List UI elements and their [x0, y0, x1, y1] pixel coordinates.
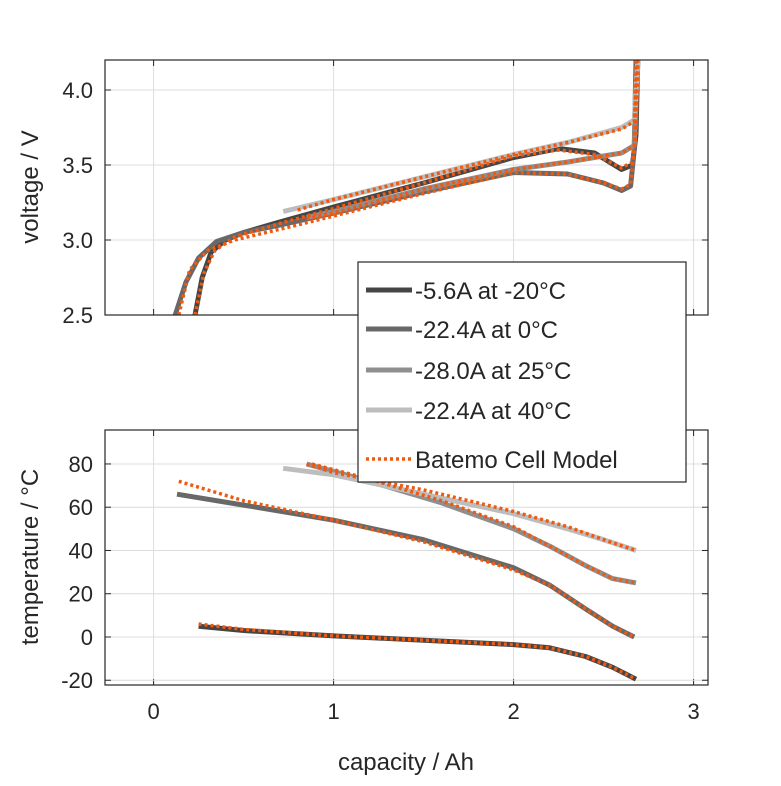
x-tick-label: 3 — [687, 699, 699, 724]
temperature-axis-label: temperature / °C — [17, 469, 44, 645]
x-tick-label: 1 — [327, 699, 339, 724]
legend: -5.6A at -20°C -22.4A at 0°C -28.0A at 25°… — [357, 261, 687, 483]
y-tick-label: 0 — [81, 625, 93, 650]
legend-entry-label: Batemo Cell Model — [415, 447, 618, 474]
legend-entry-label: -22.4A at 40°C — [415, 398, 571, 425]
y-tick-label: 20 — [69, 582, 93, 607]
legend-entry-label: -28.0A at 25°C — [415, 358, 571, 385]
measured-series-line — [176, 491, 636, 640]
model-series-line — [306, 60, 640, 221]
model-series-line — [193, 60, 640, 315]
y-tick-label: 2.5 — [62, 303, 93, 328]
y-tick-label: -20 — [61, 668, 93, 693]
model-series-line — [306, 462, 637, 553]
measured-series-line — [282, 60, 641, 214]
series-group — [176, 461, 638, 682]
y-tick-label: 60 — [69, 495, 93, 520]
model-series-line — [178, 479, 635, 639]
y-tick-label: 4.0 — [62, 78, 93, 103]
y-tick-label: 3.0 — [62, 228, 93, 253]
model-series-line — [177, 60, 638, 315]
voltage-axis-label: voltage / V — [17, 130, 44, 243]
series-group — [172, 60, 641, 315]
x-tick-label: 2 — [507, 699, 519, 724]
y-tick-label: 80 — [69, 452, 93, 477]
legend-box — [357, 261, 687, 483]
legend-entry-label: -22.4A at 0°C — [415, 317, 558, 344]
x-tick-label: 0 — [147, 699, 159, 724]
legend-entry-label: -5.6A at -20°C — [415, 278, 566, 305]
y-tick-label: 40 — [69, 538, 93, 563]
capacity-axis-label: capacity / Ah — [338, 749, 474, 776]
model-series-line — [311, 462, 637, 585]
model-series-line — [198, 622, 637, 681]
y-tick-label: 3.5 — [62, 153, 93, 178]
